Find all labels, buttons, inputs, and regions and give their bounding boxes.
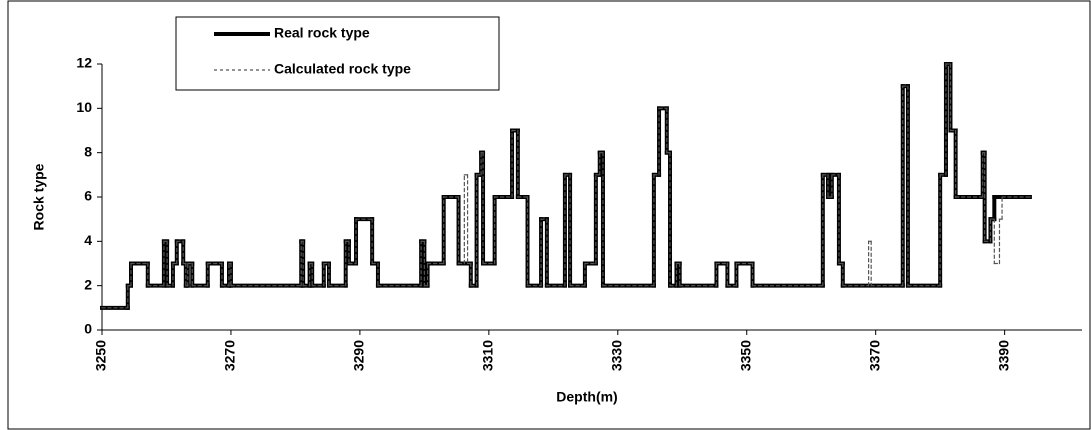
x-tick-label: 3270 (222, 340, 238, 371)
x-tick-label: 3330 (608, 340, 624, 371)
x-axis-title: Depth(m) (556, 389, 617, 405)
x-tick-label: 3290 (351, 340, 367, 371)
y-tick-label: 6 (84, 188, 92, 204)
y-tick-label: 8 (84, 143, 92, 159)
x-tick-label: 3250 (93, 340, 109, 371)
x-tick-label: 3390 (995, 340, 1011, 371)
chart-border (7, 0, 1091, 430)
y-tick-label: 4 (84, 232, 92, 248)
y-axis-title: Rock type (31, 163, 47, 230)
x-tick-label: 3370 (866, 340, 882, 371)
y-tick-label: 10 (76, 99, 92, 115)
y-tick-label: 2 (84, 276, 92, 292)
legend-label: Calculated rock type (274, 61, 411, 77)
legend-box (175, 16, 500, 91)
y-tick-label: 0 (84, 321, 92, 337)
y-tick-label: 12 (76, 55, 92, 71)
legend-label: Real rock type (274, 25, 370, 41)
x-tick-label: 3310 (480, 340, 496, 371)
x-tick-label: 3350 (737, 340, 753, 371)
